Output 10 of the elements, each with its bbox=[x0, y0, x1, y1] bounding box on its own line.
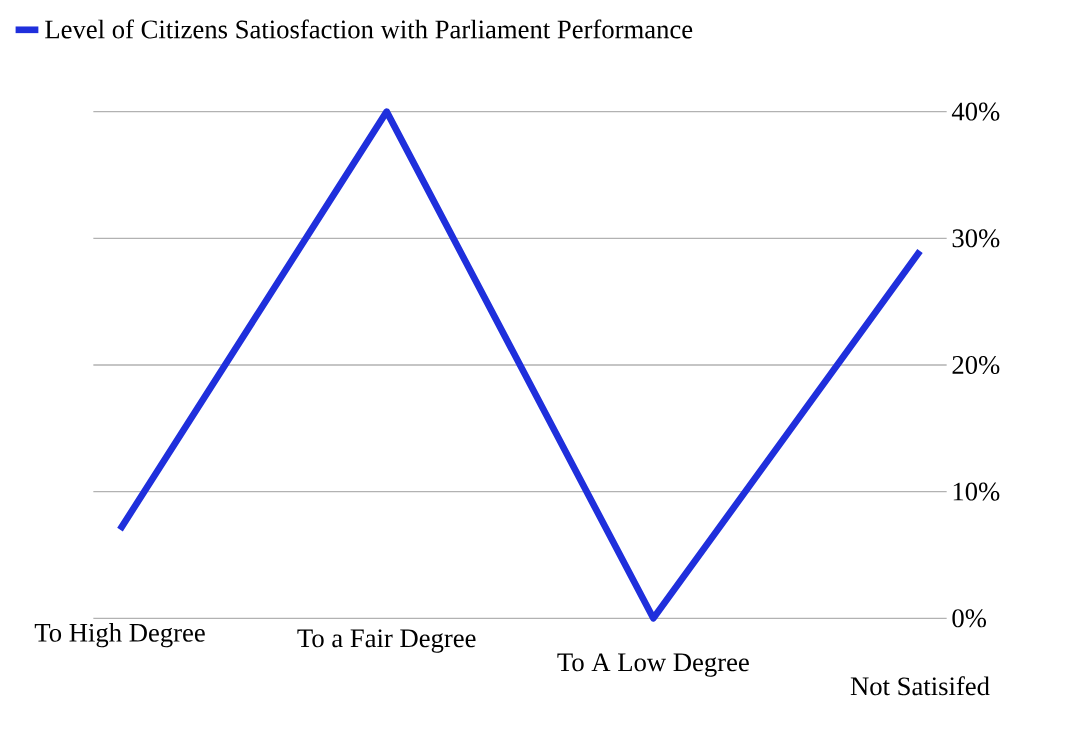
x-tick-label: To High Degree bbox=[34, 623, 205, 648]
y-tick-label: 30% bbox=[952, 229, 1000, 248]
y-tick-label: 0% bbox=[952, 609, 987, 628]
x-tick-label: Not Satisifed bbox=[850, 676, 990, 696]
x-tick-label: To a Fair Degree bbox=[297, 629, 476, 653]
y-tick-label: 10% bbox=[953, 482, 1000, 501]
x-tick-label: To A Low Degree bbox=[557, 653, 749, 677]
y-tick-label: 20% bbox=[952, 355, 1000, 375]
legend-label: Level of Citizens Satiosfaction with Parliament Performance bbox=[45, 19, 693, 39]
y-tick-label: 40% bbox=[951, 102, 1000, 121]
